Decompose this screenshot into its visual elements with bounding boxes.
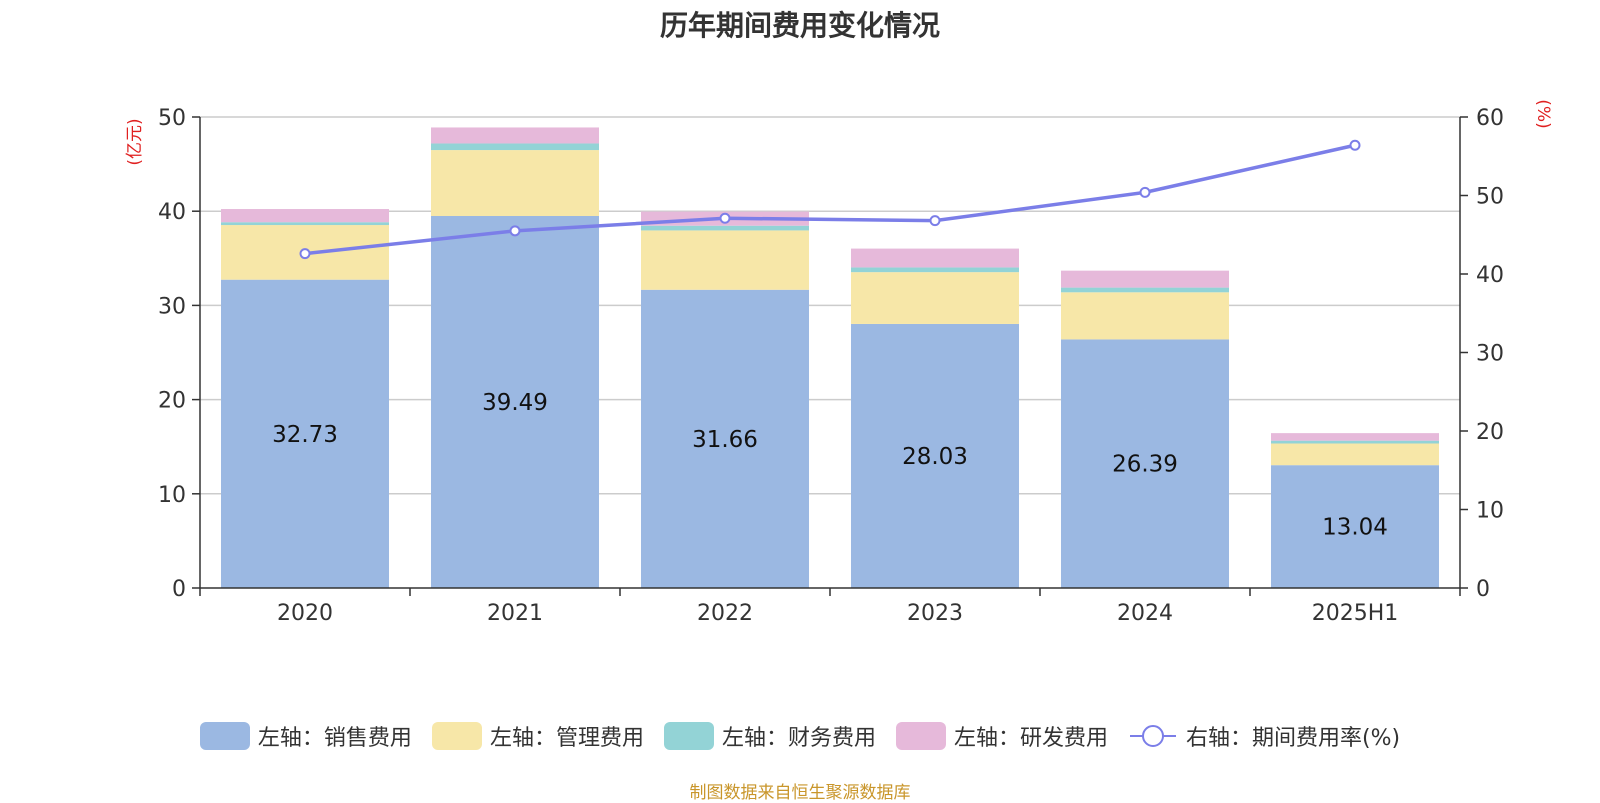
- expense-rate-point: [1139, 186, 1151, 198]
- bar-segment-2: [431, 150, 599, 217]
- legend-label-sales: 左轴：销售费用: [257, 726, 412, 751]
- x-tick-label: 2022: [697, 601, 753, 626]
- legend-item-rnd[interactable]: 左轴：研发费用: [895, 720, 1108, 752]
- bar-segment-3: [1271, 440, 1439, 444]
- legend-label-expense-rate: 右轴：期间费用率(%): [1185, 726, 1401, 751]
- legend-swatch-rnd: [895, 722, 946, 750]
- bar-segment-1: [1061, 339, 1229, 588]
- chart-legend: 左轴：销售费用 左轴：管理费用 左轴：财务费用 左轴：研发费用 右轴：期间费用率…: [0, 718, 1600, 754]
- bar-value-label: 26.39: [1112, 452, 1178, 478]
- expense-rate-point: [1349, 139, 1361, 151]
- bar-segment-3: [221, 222, 389, 226]
- bar-segment-3: [1061, 287, 1229, 293]
- bar-segment-3: [431, 143, 599, 151]
- bar-segment-1: [851, 323, 1019, 588]
- legend-item-sales[interactable]: 左轴：销售费用: [199, 720, 412, 752]
- bar-segment-4: [431, 127, 599, 144]
- expense-rate-line: [304, 143, 1356, 256]
- bar-value-label: 13.04: [1322, 515, 1388, 541]
- bar-value-label: 28.03: [902, 444, 968, 470]
- legend-item-expense-rate[interactable]: 右轴：期间费用率(%): [1128, 720, 1400, 752]
- left-tick-label: 30: [158, 294, 186, 319]
- legend-label-finance: 左轴：财务费用: [721, 726, 876, 751]
- bar-segment-1: [431, 216, 599, 588]
- left-tick-label: 0: [172, 577, 186, 602]
- left-tick-label: 50: [158, 106, 186, 131]
- chart-title: 历年期间费用变化情况: [659, 9, 940, 42]
- right-tick-label: 50: [1476, 185, 1504, 210]
- bar-segment-3: [641, 225, 809, 231]
- bar-segment-2: [1061, 292, 1229, 340]
- bar-segment-2: [851, 272, 1019, 324]
- expense-rate-point: [509, 225, 521, 237]
- left-tick-label: 40: [158, 200, 186, 225]
- bar-segment-3: [851, 267, 1019, 273]
- right-tick-label: 40: [1476, 263, 1504, 288]
- bar-segment-2: [641, 230, 809, 290]
- x-tick-label: 2020: [277, 601, 333, 626]
- legend-label-admin: 左轴：管理费用: [489, 726, 644, 751]
- x-tick-label: 2025H1: [1312, 601, 1399, 626]
- bar-segment-4: [1271, 433, 1439, 441]
- bar-segment-1: [221, 279, 389, 588]
- right-axis-unit: (%): [1533, 99, 1553, 128]
- bar-value-label: 39.49: [482, 390, 548, 416]
- right-tick-label: 20: [1476, 420, 1504, 445]
- bar-segment-2: [1271, 443, 1439, 466]
- legend-line-marker-icon: [1129, 725, 1176, 747]
- x-tick-label: 2021: [487, 601, 543, 626]
- legend-label-rnd: 左轴：研发费用: [953, 726, 1108, 751]
- x-tick-label: 2024: [1117, 601, 1173, 626]
- chart-plot: 32.73 39.49 31.66 28.03 26.39 13.04 0 10 20 30 40 5…: [125, 99, 1553, 626]
- bar-segment-4: [221, 209, 389, 223]
- bar-value-label: 31.66: [692, 427, 758, 453]
- left-tick-label: 20: [158, 389, 186, 414]
- legend-swatch-finance: [663, 722, 714, 750]
- expense-rate-point: [929, 215, 941, 227]
- bar-segment-4: [1061, 270, 1229, 288]
- right-tick-label: 30: [1476, 342, 1504, 367]
- expense-rate-point: [299, 248, 311, 260]
- legend-swatch-sales: [199, 722, 250, 750]
- bar-segment-4: [851, 248, 1019, 268]
- left-tick-label: 10: [158, 483, 186, 508]
- right-tick-label: 60: [1476, 106, 1504, 131]
- bar-segment-1: [641, 289, 809, 588]
- bar-value-label: 32.73: [272, 422, 338, 448]
- bar-segment-1: [1271, 465, 1439, 588]
- legend-swatch-admin: [431, 722, 482, 750]
- right-tick-label: 0: [1476, 577, 1490, 602]
- data-source-note: 制图数据来自恒生聚源数据库: [689, 783, 911, 803]
- expense-rate-point: [719, 212, 731, 224]
- legend-item-admin[interactable]: 左轴：管理费用: [431, 720, 644, 752]
- right-tick-label: 10: [1476, 499, 1504, 524]
- x-tick-label: 2023: [907, 601, 963, 626]
- left-axis-unit: (亿元): [125, 118, 145, 165]
- legend-item-finance[interactable]: 左轴：财务费用: [663, 720, 876, 752]
